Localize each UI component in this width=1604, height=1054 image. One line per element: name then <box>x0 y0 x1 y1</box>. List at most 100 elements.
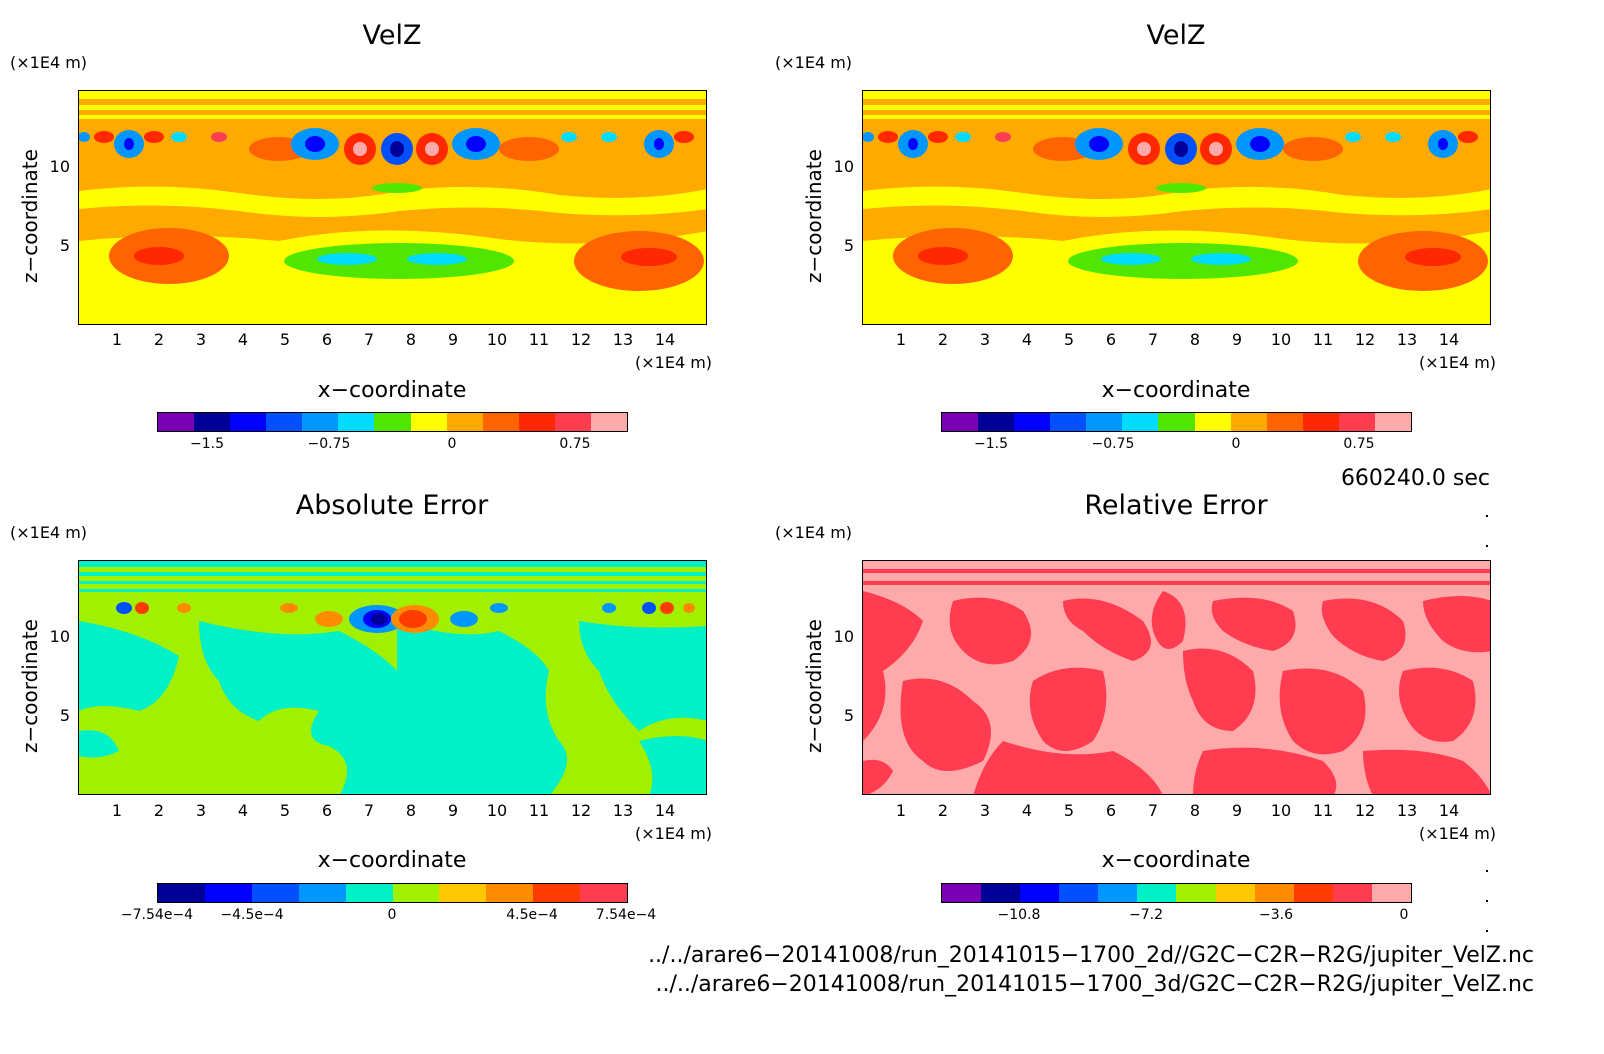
x-tick-label: 1 <box>111 801 123 820</box>
colorbar-tick-label: −0.75 <box>307 436 351 452</box>
colorbar-swatch <box>1293 884 1333 902</box>
y-tick-label: 10 <box>49 627 70 646</box>
x-tick-label: 10 <box>486 330 508 349</box>
x-tick-label: 3 <box>195 801 207 820</box>
x-tick-label: 5 <box>279 330 291 349</box>
colorbar-swatch <box>374 413 411 431</box>
x-tick-label: 4 <box>1021 330 1033 349</box>
x-tick-label: 10 <box>1270 330 1292 349</box>
y-unit-label: (×1E4 m) <box>10 53 88 72</box>
colorbar-tick-label: −10.8 <box>997 907 1041 923</box>
x-tick-label: 2 <box>937 330 949 349</box>
x-tick-label: 9 <box>1231 801 1243 820</box>
time-label: 660240.0 sec <box>1340 466 1490 491</box>
colorbar-swatch <box>1215 884 1255 902</box>
colorbar-swatch <box>345 884 393 902</box>
colorbar <box>157 412 628 432</box>
colorbar-swatch <box>338 413 375 431</box>
x-tick-label: 8 <box>1189 330 1201 349</box>
colorbar-swatch <box>1374 413 1412 431</box>
x-tick-label: 9 <box>1231 330 1243 349</box>
x-axis-label: x−coordinate <box>317 848 467 873</box>
x-tick-label: 13 <box>1396 801 1418 820</box>
x-tick-label: 12 <box>570 330 592 349</box>
panel-title: VelZ <box>362 20 422 51</box>
x-tick-label: 6 <box>1105 330 1117 349</box>
colorbar-swatch <box>302 413 339 431</box>
marker-dot <box>1486 930 1488 932</box>
x-tick-label: 7 <box>1147 801 1159 820</box>
contour-plot-absolute-error <box>78 560 707 795</box>
colorbar-swatch <box>1302 413 1339 431</box>
x-tick-label: 12 <box>570 801 592 820</box>
x-tick-label: 10 <box>486 801 508 820</box>
x-tick-label: 7 <box>363 330 375 349</box>
x-tick-label: 8 <box>405 801 417 820</box>
x-unit-label: (×1E4 m) <box>1419 824 1497 843</box>
colorbar-tick-label: −1.5 <box>190 436 224 452</box>
x-tick-label: 11 <box>1312 330 1334 349</box>
colorbar-swatch <box>1371 884 1411 902</box>
colorbar-swatch <box>1122 413 1159 431</box>
colorbar-swatch <box>1266 413 1303 431</box>
colorbar-swatch <box>1176 884 1216 902</box>
x-tick-label: 4 <box>1021 801 1033 820</box>
x-tick-label: 4 <box>237 330 249 349</box>
colorbar-swatch <box>1338 413 1375 431</box>
colorbar-swatch <box>1137 884 1177 902</box>
colorbar-swatch <box>978 413 1015 431</box>
colorbar-tick-label: −7.2 <box>1129 907 1163 923</box>
y-unit-label: (×1E4 m) <box>10 523 88 542</box>
x-tick-label: 14 <box>1438 330 1460 349</box>
colorbar-tick-label: 0.75 <box>1343 436 1375 452</box>
x-tick-label: 9 <box>447 801 459 820</box>
y-tick-label: 5 <box>59 236 70 255</box>
x-tick-label: 2 <box>153 801 165 820</box>
x-tick-label: 14 <box>654 801 676 820</box>
colorbar-swatch <box>266 413 303 431</box>
colorbar-tick-label: 0 <box>387 907 397 923</box>
colorbar-swatch <box>410 413 447 431</box>
colorbar <box>941 883 1412 903</box>
colorbar-tick-label: 7.54e−4 <box>595 907 657 923</box>
colorbar-swatch <box>486 884 534 902</box>
contour-plot-velz-a <box>78 90 707 325</box>
y-tick-label: 10 <box>833 157 854 176</box>
x-tick-label: 5 <box>1063 330 1075 349</box>
colorbar-tick-label: 4.5e−4 <box>506 907 558 923</box>
y-tick-label: 5 <box>843 706 854 725</box>
x-tick-label: 1 <box>895 801 907 820</box>
x-tick-label: 14 <box>654 330 676 349</box>
colorbar-swatch <box>482 413 519 431</box>
x-unit-label: (×1E4 m) <box>635 353 713 372</box>
x-tick-label: 10 <box>1270 801 1292 820</box>
x-tick-label: 5 <box>279 801 291 820</box>
panel-title: VelZ <box>1146 20 1206 51</box>
colorbar-swatch <box>1230 413 1267 431</box>
x-unit-label: (×1E4 m) <box>635 824 713 843</box>
colorbar-swatch <box>251 884 299 902</box>
y-tick-label: 10 <box>833 627 854 646</box>
colorbar-swatch <box>194 413 231 431</box>
colorbar-swatch <box>590 413 628 431</box>
colorbar-swatch <box>298 884 346 902</box>
file-path-1: ../../arare6−20141008/run_20141015−1700_… <box>648 943 1534 968</box>
x-tick-label: 8 <box>405 330 417 349</box>
colorbar-swatch <box>1194 413 1231 431</box>
x-tick-label: 9 <box>447 330 459 349</box>
x-tick-label: 2 <box>153 330 165 349</box>
colorbar-swatch <box>204 884 252 902</box>
colorbar-swatch <box>1158 413 1195 431</box>
x-tick-label: 1 <box>895 330 907 349</box>
x-tick-label: 13 <box>1396 330 1418 349</box>
colorbar-swatch <box>1059 884 1099 902</box>
colorbar-tick-label: −0.75 <box>1091 436 1135 452</box>
colorbar-tick-label: −4.5e−4 <box>220 907 284 923</box>
x-tick-label: 11 <box>528 330 550 349</box>
colorbar <box>157 883 628 903</box>
colorbar-swatch <box>230 413 267 431</box>
x-tick-label: 5 <box>1063 801 1075 820</box>
panel-title: Relative Error <box>1084 490 1268 521</box>
x-tick-label: 3 <box>979 330 991 349</box>
contour-plot-relative-error <box>862 560 1491 795</box>
